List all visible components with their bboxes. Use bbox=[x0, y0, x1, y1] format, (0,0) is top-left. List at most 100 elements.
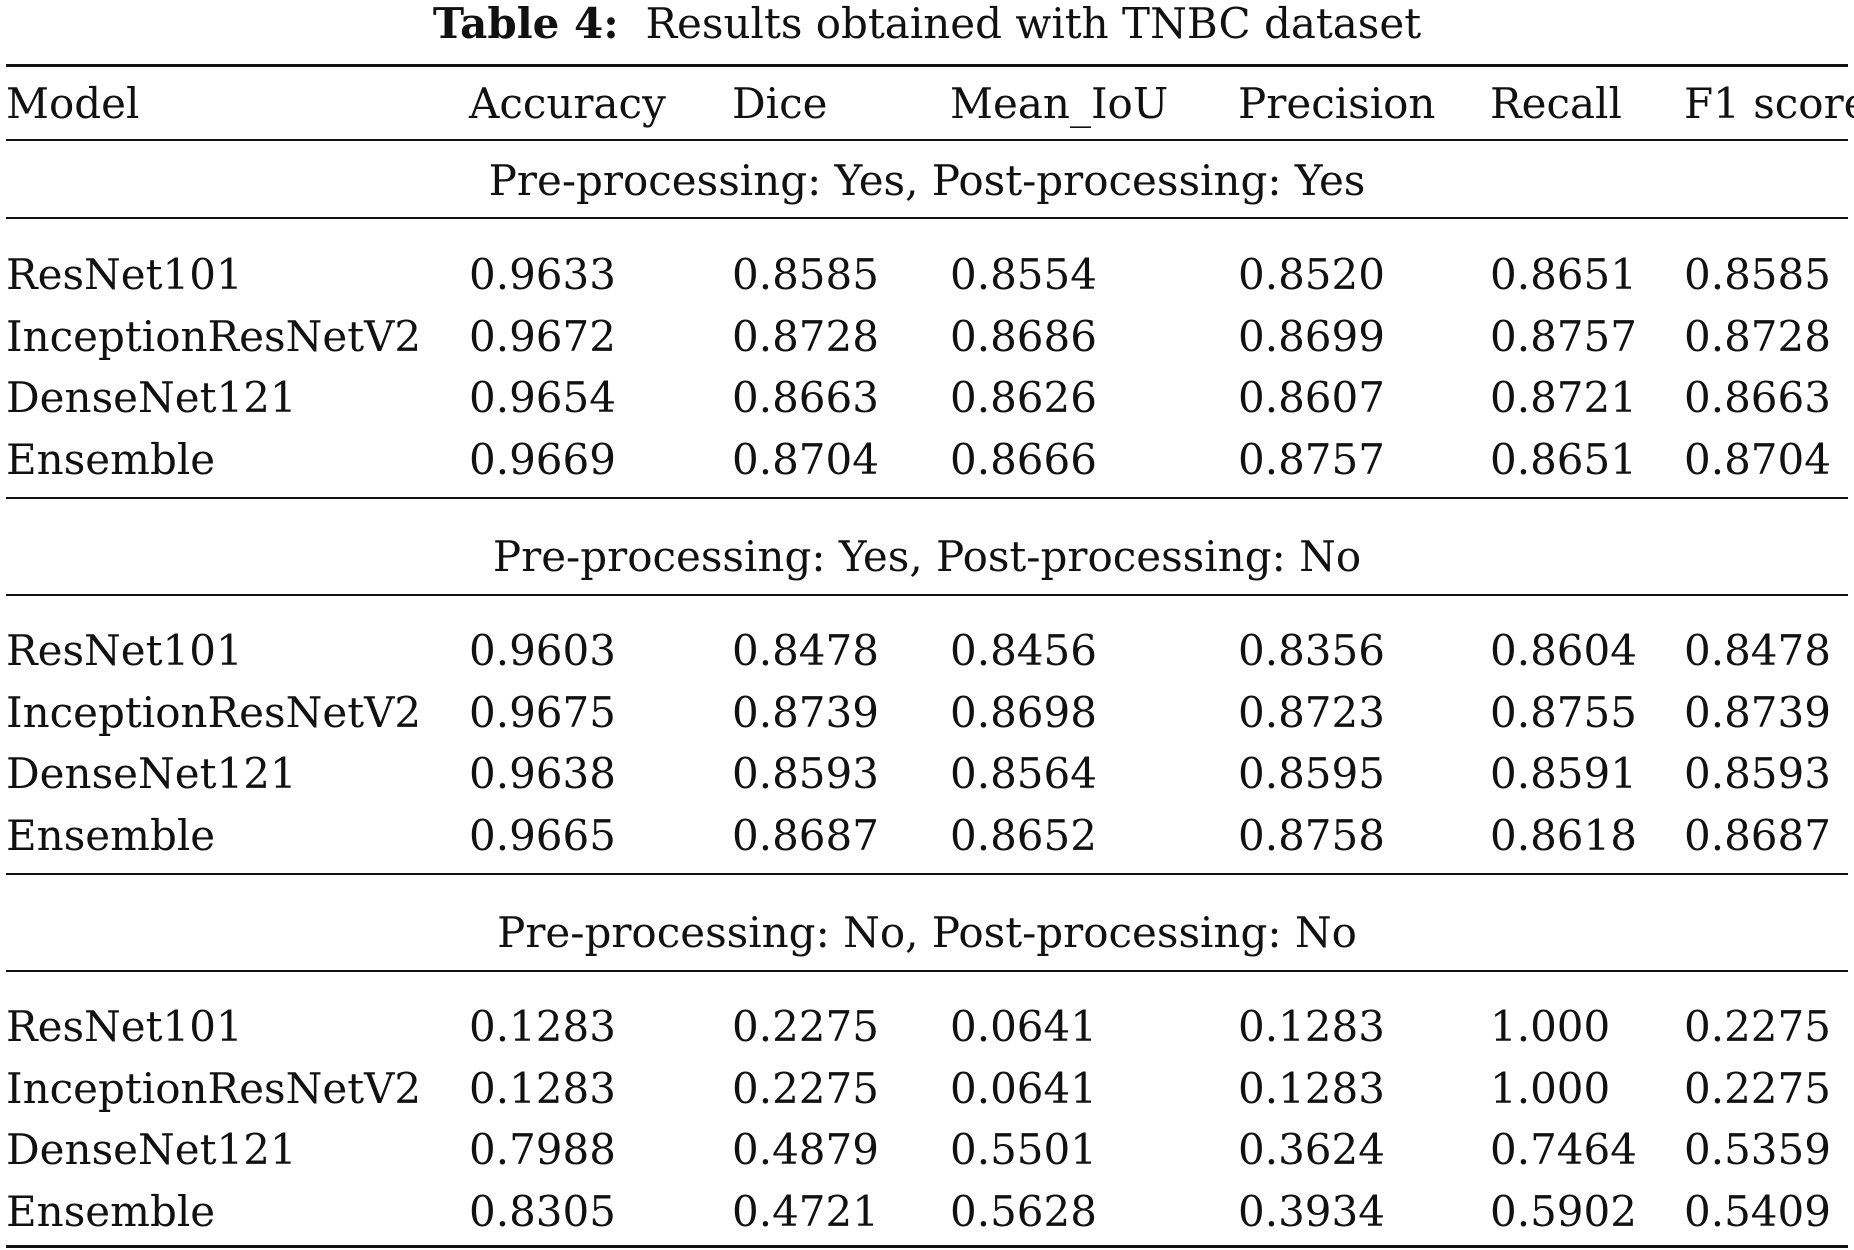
recall-cell: 0.8618 bbox=[1490, 811, 1637, 860]
accuracy-cell: 0.9665 bbox=[469, 811, 616, 860]
mean-iou-cell: 0.8626 bbox=[950, 373, 1097, 422]
recall-cell: 1.000 bbox=[1490, 1002, 1611, 1051]
model-name-cell: Ensemble bbox=[6, 811, 216, 860]
recall-cell: 1.000 bbox=[1490, 1064, 1611, 1113]
section-title: Pre-processing: No, Post-processing: No bbox=[497, 908, 1357, 957]
section-rule bbox=[6, 217, 1848, 219]
f1-score-cell: 0.5409 bbox=[1684, 1187, 1831, 1236]
column-header: F1 score bbox=[1684, 79, 1854, 128]
table-row: InceptionResNetV2 0.9675 0.8739 0.8698 0… bbox=[0, 682, 1854, 744]
f1-score-cell: 0.8593 bbox=[1684, 749, 1831, 798]
dice-cell: 0.8687 bbox=[732, 811, 879, 860]
f1-score-cell: 0.8687 bbox=[1684, 811, 1831, 860]
dice-cell: 0.8704 bbox=[732, 435, 879, 484]
recall-cell: 0.8604 bbox=[1490, 626, 1637, 675]
f1-score-cell: 0.8663 bbox=[1684, 373, 1831, 422]
accuracy-cell: 0.9638 bbox=[469, 749, 616, 798]
model-name-cell: InceptionResNetV2 bbox=[6, 1064, 422, 1113]
table-row: Ensemble 0.8305 0.4721 0.5628 0.3934 0.5… bbox=[0, 1181, 1854, 1243]
table-row: DenseNet121 0.7988 0.4879 0.5501 0.3624 … bbox=[0, 1119, 1854, 1181]
accuracy-cell: 0.9603 bbox=[469, 626, 616, 675]
accuracy-cell: 0.9672 bbox=[469, 312, 616, 361]
column-header: Precision bbox=[1238, 79, 1436, 128]
accuracy-cell: 0.1283 bbox=[469, 1002, 616, 1051]
dice-cell: 0.2275 bbox=[732, 1002, 879, 1051]
section-end-rule bbox=[6, 873, 1848, 875]
recall-cell: 0.8651 bbox=[1490, 435, 1637, 484]
accuracy-cell: 0.1283 bbox=[469, 1064, 616, 1113]
column-header: Accuracy bbox=[469, 79, 666, 128]
model-name-cell: Ensemble bbox=[6, 1187, 216, 1236]
precision-cell: 0.3624 bbox=[1238, 1125, 1385, 1174]
accuracy-cell: 0.7988 bbox=[469, 1125, 616, 1174]
mean-iou-cell: 0.8686 bbox=[950, 312, 1097, 361]
mean-iou-cell: 0.8652 bbox=[950, 811, 1097, 860]
dice-cell: 0.4879 bbox=[732, 1125, 879, 1174]
precision-cell: 0.1283 bbox=[1238, 1002, 1385, 1051]
dice-cell: 0.8593 bbox=[732, 749, 879, 798]
section-title: Pre-processing: Yes, Post-processing: No bbox=[492, 532, 1362, 581]
mean-iou-cell: 0.8666 bbox=[950, 435, 1097, 484]
f1-score-cell: 0.8478 bbox=[1684, 626, 1831, 675]
mean-iou-cell: 0.8554 bbox=[950, 250, 1097, 299]
precision-cell: 0.1283 bbox=[1238, 1064, 1385, 1113]
precision-cell: 0.3934 bbox=[1238, 1187, 1385, 1236]
header-row: Model Accuracy Dice Mean_IoU Precision R… bbox=[0, 73, 1854, 135]
precision-cell: 0.8595 bbox=[1238, 749, 1385, 798]
precision-cell: 0.8607 bbox=[1238, 373, 1385, 422]
model-name-cell: ResNet101 bbox=[6, 1002, 243, 1051]
recall-cell: 0.7464 bbox=[1490, 1125, 1637, 1174]
table-row: ResNet101 0.9633 0.8585 0.8554 0.8520 0.… bbox=[0, 244, 1854, 306]
f1-score-cell: 0.5359 bbox=[1684, 1125, 1831, 1174]
mean-iou-cell: 0.0641 bbox=[950, 1064, 1097, 1113]
model-name-cell: InceptionResNetV2 bbox=[6, 688, 422, 737]
column-header: Dice bbox=[732, 79, 828, 128]
model-name-cell: ResNet101 bbox=[6, 626, 243, 675]
f1-score-cell: 0.8585 bbox=[1684, 250, 1831, 299]
mean-iou-cell: 0.5501 bbox=[950, 1125, 1097, 1174]
mean-iou-cell: 0.8698 bbox=[950, 688, 1097, 737]
model-name-cell: DenseNet121 bbox=[6, 1125, 297, 1174]
model-name-cell: DenseNet121 bbox=[6, 373, 297, 422]
recall-cell: 0.8755 bbox=[1490, 688, 1637, 737]
section-end-rule bbox=[6, 497, 1848, 499]
table-row: ResNet101 0.9603 0.8478 0.8456 0.8356 0.… bbox=[0, 620, 1854, 682]
dice-cell: 0.2275 bbox=[732, 1064, 879, 1113]
dice-cell: 0.4721 bbox=[732, 1187, 879, 1236]
recall-cell: 0.8721 bbox=[1490, 373, 1637, 422]
precision-cell: 0.8520 bbox=[1238, 250, 1385, 299]
section-title: Pre-processing: Yes, Post-processing: Ye… bbox=[488, 156, 1366, 205]
model-name-cell: DenseNet121 bbox=[6, 749, 297, 798]
table-row: InceptionResNetV2 0.9672 0.8728 0.8686 0… bbox=[0, 306, 1854, 368]
dice-cell: 0.8728 bbox=[732, 312, 879, 361]
mean-iou-cell: 0.8564 bbox=[950, 749, 1097, 798]
recall-cell: 0.8591 bbox=[1490, 749, 1637, 798]
accuracy-cell: 0.9669 bbox=[469, 435, 616, 484]
dice-cell: 0.8585 bbox=[732, 250, 879, 299]
precision-cell: 0.8723 bbox=[1238, 688, 1385, 737]
table-row: ResNet101 0.1283 0.2275 0.0641 0.1283 1.… bbox=[0, 996, 1854, 1058]
model-name-cell: ResNet101 bbox=[6, 250, 243, 299]
mean-iou-cell: 0.5628 bbox=[950, 1187, 1097, 1236]
table-caption: Table 4: Results obtained with TNBC data… bbox=[0, 0, 1854, 48]
recall-cell: 0.8757 bbox=[1490, 312, 1637, 361]
column-header: Recall bbox=[1490, 79, 1622, 128]
f1-score-cell: 0.8728 bbox=[1684, 312, 1831, 361]
recall-cell: 0.5902 bbox=[1490, 1187, 1637, 1236]
table-row: DenseNet121 0.9654 0.8663 0.8626 0.8607 … bbox=[0, 367, 1854, 429]
f1-score-cell: 0.8704 bbox=[1684, 435, 1831, 484]
recall-cell: 0.8651 bbox=[1490, 250, 1637, 299]
accuracy-cell: 0.9675 bbox=[469, 688, 616, 737]
header-rule bbox=[6, 139, 1848, 141]
top-rule bbox=[6, 64, 1848, 67]
column-header: Model bbox=[6, 79, 140, 128]
precision-cell: 0.8699 bbox=[1238, 312, 1385, 361]
table-row: InceptionResNetV2 0.1283 0.2275 0.0641 0… bbox=[0, 1058, 1854, 1120]
f1-score-cell: 0.2275 bbox=[1684, 1064, 1831, 1113]
accuracy-cell: 0.9633 bbox=[469, 250, 616, 299]
model-name-cell: Ensemble bbox=[6, 435, 216, 484]
dice-cell: 0.8739 bbox=[732, 688, 879, 737]
table-row: DenseNet121 0.9638 0.8593 0.8564 0.8595 … bbox=[0, 743, 1854, 805]
dice-cell: 0.8663 bbox=[732, 373, 879, 422]
mean-iou-cell: 0.0641 bbox=[950, 1002, 1097, 1051]
